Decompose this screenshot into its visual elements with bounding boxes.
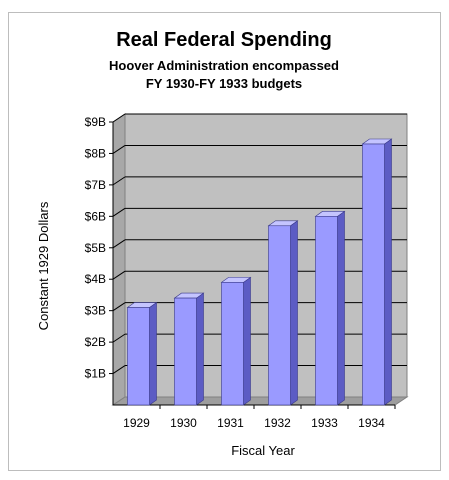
gridline-side-7 (112, 145, 126, 154)
bar-1929 (126, 301, 158, 406)
bar-side-1932 (290, 220, 298, 406)
y-tick-label-3: $4B (85, 272, 106, 286)
x-tick-label-1934: 1934 (358, 416, 385, 430)
plot-side-wall (112, 113, 126, 406)
bar-1932 (267, 220, 299, 406)
gridline-side-3 (112, 270, 126, 280)
bar-1934 (361, 138, 393, 406)
bar-front-1931 (221, 282, 244, 406)
plot-back-wall (124, 113, 408, 398)
gridline-side-5 (112, 207, 126, 217)
bar-front-1930 (174, 297, 197, 406)
y-tick-label-4: $5B (85, 241, 106, 255)
chart-subtitle-line-2: FY 1930-FY 1933 budgets (146, 76, 302, 91)
bar-front-1929 (127, 307, 150, 406)
bar-side-1930 (196, 292, 204, 406)
gridline-side-0 (112, 365, 126, 374)
bar-front-1934 (362, 143, 385, 406)
chart-subtitle-line-1: Hoover Administration encompassed (109, 58, 339, 73)
bar-side-1934 (384, 138, 392, 406)
chart-title: Real Federal Spending (116, 29, 332, 51)
gridline-side-4 (112, 239, 126, 249)
y-tick-label-2: $3B (85, 304, 106, 318)
bar-side-1931 (243, 276, 251, 406)
gridline-side-8 (112, 113, 126, 123)
gridline-side-2 (112, 302, 126, 312)
axes (109, 121, 396, 409)
bar-front-1933 (315, 216, 338, 406)
y-tick-label-5: $6B (85, 209, 106, 223)
bars (126, 138, 393, 406)
x-tick-label-1933: 1933 (311, 416, 338, 430)
y-tick-label-0: $1B (85, 367, 106, 381)
bar-1933 (314, 210, 346, 406)
bar-side-1933 (337, 210, 345, 406)
gridline-side-1 (112, 333, 126, 343)
bar-1930 (173, 292, 205, 406)
x-tick-label-1929: 1929 (123, 416, 150, 430)
y-tick-label-7: $8B (85, 146, 106, 160)
y-tick-label-6: $7B (85, 178, 106, 192)
bar-side-1929 (149, 301, 157, 406)
bar-1931 (220, 276, 252, 406)
bar-front-1932 (268, 225, 291, 406)
y-tick-label-8: $9B (85, 115, 106, 129)
y-tick-label-1: $2B (85, 335, 106, 349)
y-axis-title: Constant 1929 Dollars (36, 201, 51, 330)
gridlines (112, 113, 407, 374)
x-axis-title: Fiscal Year (231, 443, 295, 458)
gridline-side-6 (112, 176, 126, 186)
x-tick-label-1931: 1931 (217, 416, 244, 430)
y-tick-labels: $1B $2B $3B $4B $5B $6B $7B $8B $9B (85, 115, 106, 381)
x-tick-label-1930: 1930 (170, 416, 197, 430)
x-tick-labels: 1929 1930 1931 1932 1933 1934 (123, 416, 385, 430)
x-tick-label-1932: 1932 (264, 416, 291, 430)
